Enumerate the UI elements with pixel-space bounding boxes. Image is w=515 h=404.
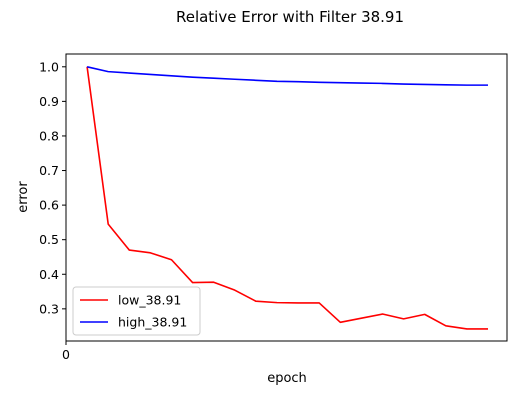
x-axis-label: epoch bbox=[267, 371, 307, 386]
legend: low_38.91 high_38.91 bbox=[72, 286, 201, 336]
y-axis: 0.3 0.4 0.5 0.6 0.7 0.8 0.9 1.0 bbox=[39, 59, 66, 316]
series-line-high_38.91 bbox=[86, 66, 489, 86]
x-axis: 0 bbox=[62, 341, 70, 362]
y-tick-label: 0.4 bbox=[39, 267, 59, 282]
legend-label: high_38.91 bbox=[118, 315, 187, 330]
y-tick-label: 0.9 bbox=[39, 94, 59, 109]
y-tick-label: 0.5 bbox=[39, 232, 59, 247]
y-tick-label: 1.0 bbox=[39, 59, 59, 74]
series-line-low_38.91 bbox=[86, 66, 489, 330]
y-tick-label: 0.3 bbox=[39, 301, 59, 316]
chart-title: Relative Error with Filter 38.91 bbox=[176, 8, 404, 26]
legend-label: low_38.91 bbox=[118, 293, 181, 308]
series-layer bbox=[86, 66, 489, 330]
legend-box bbox=[72, 286, 201, 336]
plot-frame bbox=[65, 53, 508, 342]
y-tick-label: 0.7 bbox=[39, 163, 59, 178]
x-tick-label: 0 bbox=[62, 347, 70, 362]
y-axis-label: error bbox=[16, 181, 31, 213]
y-tick-label: 0.8 bbox=[39, 128, 59, 143]
y-tick-label: 0.6 bbox=[39, 198, 59, 213]
